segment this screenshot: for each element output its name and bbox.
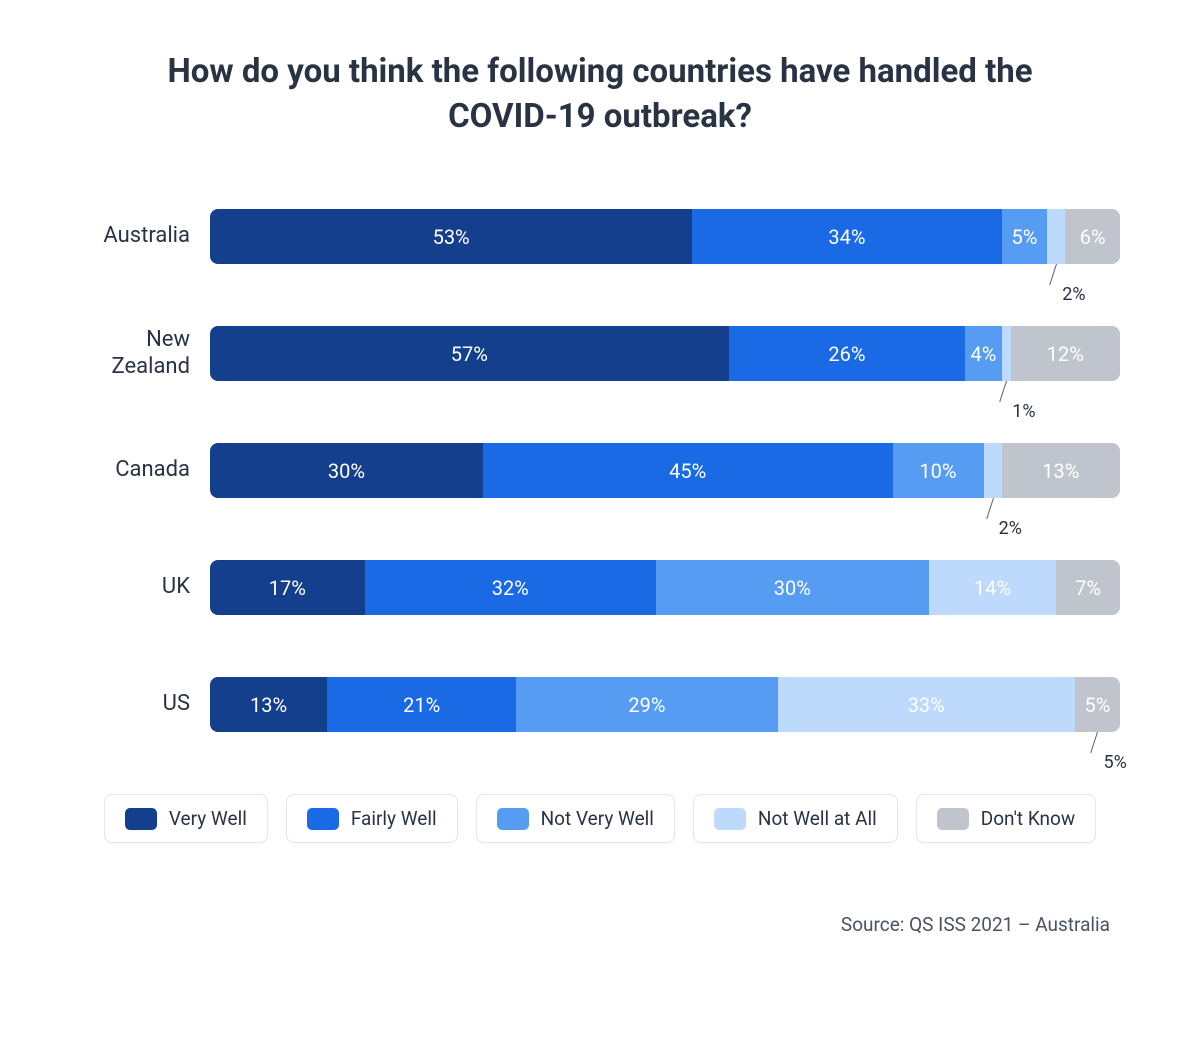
- row-label: US: [90, 691, 210, 717]
- source-text: Source: QS ISS 2021 – Australia: [60, 913, 1140, 936]
- bar-segment-very_well: 30%: [210, 443, 483, 498]
- bar-segment-fairly_well: 32%: [365, 560, 656, 615]
- bar-segment-dont_know: 6%: [1065, 209, 1120, 264]
- callout-label: 5%: [1103, 754, 1126, 772]
- bar-segment-not_well_all: 14%: [929, 560, 1056, 615]
- bar-segment-very_well: 17%: [210, 560, 365, 615]
- segment-value: 10%: [919, 459, 956, 483]
- bar-segment-not_well_all: [984, 443, 1002, 498]
- callout-line: [999, 381, 1007, 402]
- chart-row: Australia53%34%5%6%2%: [90, 209, 1120, 264]
- stacked-bar: 17% 32% 30% 14% 7%: [210, 560, 1120, 615]
- stacked-bar: 57% 26% 4% 12%: [210, 326, 1120, 381]
- segment-value: 34%: [828, 225, 865, 249]
- segment-value: 6%: [1080, 225, 1106, 249]
- segment-value: 4%: [971, 342, 997, 366]
- segment-value: 13%: [250, 693, 287, 717]
- bar-segment-dont_know: 13%: [1002, 443, 1120, 498]
- legend-swatch: [497, 808, 529, 830]
- segment-value: 5%: [1011, 225, 1037, 249]
- callout-label: 1%: [1012, 403, 1035, 421]
- legend-item-fairly_well: Fairly Well: [286, 794, 458, 843]
- bar-wrap: 53%34%5%6%2%: [210, 209, 1120, 264]
- legend-item-very_well: Very Well: [104, 794, 268, 843]
- stacked-bar: 30% 45% 10% 13%: [210, 443, 1120, 498]
- segment-value: 57%: [451, 342, 488, 366]
- row-label: UK: [90, 574, 210, 600]
- legend-label: Not Very Well: [541, 807, 654, 830]
- chart-row: US13% 21% 29% 33% 5%5%: [90, 677, 1120, 732]
- legend-swatch: [125, 808, 157, 830]
- legend-label: Not Well at All: [758, 807, 877, 830]
- legend: Very Well Fairly Well Not Very Well Not Wel…: [60, 794, 1140, 843]
- segment-value: 12%: [1047, 342, 1084, 366]
- bar-segment-not_very_well: 5%: [1002, 209, 1048, 264]
- bar-wrap: 13% 21% 29% 33% 5%5%: [210, 677, 1120, 732]
- legend-swatch: [714, 808, 746, 830]
- segment-value: 7%: [1075, 576, 1101, 600]
- bar-wrap: 17% 32% 30% 14% 7%: [210, 560, 1120, 615]
- legend-item-not_very_well: Not Very Well: [476, 794, 675, 843]
- legend-label: Fairly Well: [351, 807, 437, 830]
- callout-line: [1091, 732, 1099, 753]
- bar-segment-very_well: 53%: [210, 209, 692, 264]
- bar-segment-fairly_well: 45%: [483, 443, 893, 498]
- segment-value: 5%: [1085, 693, 1111, 717]
- legend-swatch: [307, 808, 339, 830]
- legend-item-dont_know: Don't Know: [916, 794, 1096, 843]
- segment-value: 53%: [433, 225, 470, 249]
- segment-value: 21%: [403, 693, 440, 717]
- bar-segment-not_well_all: [1047, 209, 1065, 264]
- bar-wrap: 57%26%4%12%1%: [210, 326, 1120, 381]
- bar-segment-fairly_well: 34%: [692, 209, 1001, 264]
- bar-segment-fairly_well: 21%: [327, 677, 516, 732]
- legend-swatch: [937, 808, 969, 830]
- chart-row: NewZealand57%26%4%12%1%: [90, 326, 1120, 381]
- bar-segment-very_well: 13%: [210, 677, 327, 732]
- bar-segment-fairly_well: 26%: [729, 326, 966, 381]
- chart-row: UK 17% 32% 30% 14% 7%: [90, 560, 1120, 615]
- legend-label: Don't Know: [981, 807, 1075, 830]
- row-label: Australia: [90, 223, 210, 249]
- segment-value: 13%: [1042, 459, 1079, 483]
- segment-value: 32%: [492, 576, 529, 600]
- bar-segment-not_very_well: 10%: [893, 443, 984, 498]
- callout-line: [986, 498, 994, 519]
- row-label: NewZealand: [90, 327, 210, 380]
- segment-value: 29%: [628, 693, 665, 717]
- legend-item-not_well_all: Not Well at All: [693, 794, 898, 843]
- legend-label: Very Well: [169, 807, 247, 830]
- bar-segment-very_well: 57%: [210, 326, 729, 381]
- callout-label: 2%: [1062, 286, 1085, 304]
- segment-value: 26%: [828, 342, 865, 366]
- chart-row: Canada30%45%10%13%2%: [90, 443, 1120, 498]
- segment-value: 30%: [774, 576, 811, 600]
- bar-segment-dont_know: 12%: [1011, 326, 1120, 381]
- stacked-bar-chart: Australia 53% 34% 5% 6% 2% NewZealand 57% 26% 4% 1…: [60, 209, 1140, 732]
- segment-value: 17%: [269, 576, 306, 600]
- segment-value: 14%: [974, 576, 1011, 600]
- chart-title: How do you think the following countries…: [60, 50, 1140, 139]
- row-label: Canada: [90, 457, 210, 483]
- bar-segment-not_very_well: 29%: [516, 677, 777, 732]
- bar-segment-not_well_all: 33%: [778, 677, 1075, 732]
- bar-segment-dont_know: 5%: [1075, 677, 1120, 732]
- segment-value: 30%: [328, 459, 365, 483]
- callout-line: [1050, 264, 1058, 285]
- segment-value: 33%: [908, 693, 945, 717]
- callout-label: 2%: [999, 520, 1022, 538]
- bar-wrap: 30%45%10%13%2%: [210, 443, 1120, 498]
- segment-value: 45%: [669, 459, 706, 483]
- bar-segment-not_very_well: 30%: [656, 560, 929, 615]
- stacked-bar: 13% 21% 29% 33% 5%: [210, 677, 1120, 732]
- stacked-bar: 53% 34% 5% 6%: [210, 209, 1120, 264]
- bar-segment-dont_know: 7%: [1056, 560, 1120, 615]
- bar-segment-not_well_all: [1002, 326, 1011, 381]
- bar-segment-not_very_well: 4%: [965, 326, 1001, 381]
